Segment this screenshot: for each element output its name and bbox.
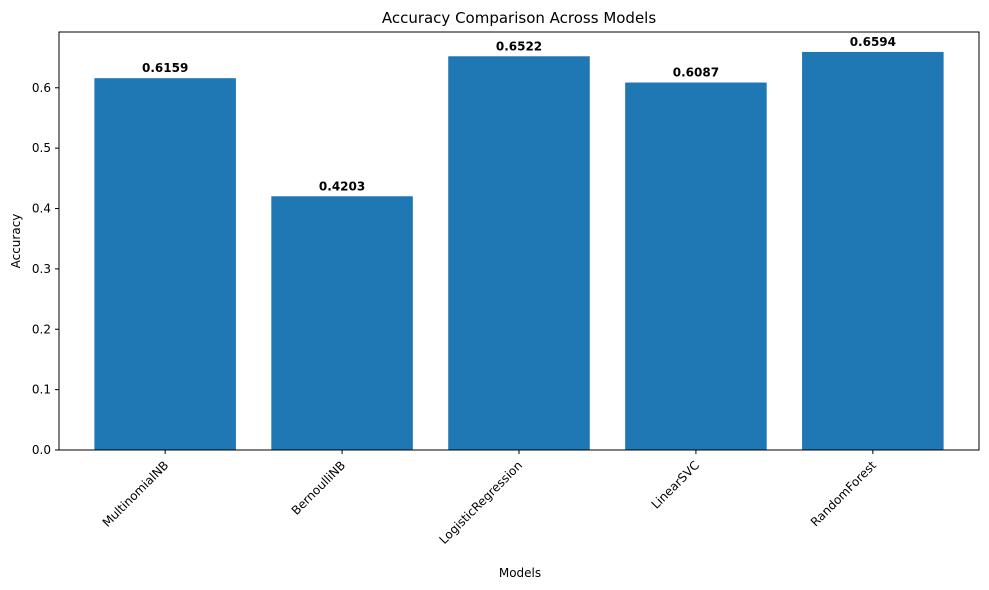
x-axis-label: Models (499, 566, 541, 580)
bar-RandomForest (802, 51, 944, 451)
data-label-RandomForest: 0.6594 (850, 35, 896, 49)
y-tick-label: 0.5 (32, 141, 51, 155)
y-tick-label: 0.4 (32, 202, 51, 216)
y-tick-label: 0.0 (32, 443, 51, 457)
y-axis-label: Accuracy (9, 214, 23, 269)
bar-MultinomialNB (94, 78, 236, 451)
y-tick-label: 0.2 (32, 322, 51, 336)
y-tick-label: 0.1 (32, 383, 51, 397)
bars-layer: 0.6159 0.4203 0.6522 0.6087 0.6594 (94, 35, 944, 451)
y-tick-label: 0.3 (32, 262, 51, 276)
data-label-LogisticRegression: 0.6522 (496, 39, 542, 53)
bar-LogisticRegression (448, 56, 590, 451)
data-label-MultinomialNB: 0.6159 (142, 61, 188, 75)
y-tick-label: 0.6 (32, 81, 51, 95)
chart-title: Accuracy Comparison Across Models (382, 9, 657, 27)
plot-frame (58, 31, 980, 451)
bar-LinearSVC (625, 82, 767, 450)
data-label-LinearSVC: 0.6087 (673, 66, 719, 80)
bar-BernoulliNB (271, 196, 413, 450)
data-label-BernoulliNB: 0.4203 (319, 179, 365, 193)
